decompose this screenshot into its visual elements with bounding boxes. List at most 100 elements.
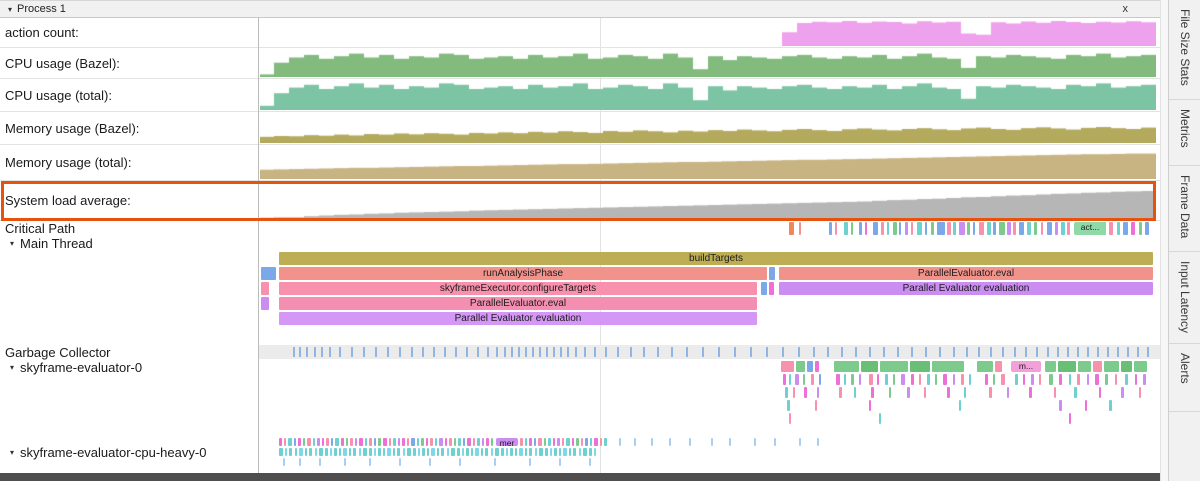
gc-tick[interactable] [657, 347, 659, 357]
gc-tick[interactable] [605, 347, 607, 357]
trace-segment[interactable] [389, 438, 391, 446]
trace-segment[interactable] [619, 438, 621, 446]
trace-segment[interactable] [835, 222, 837, 235]
trace-segment[interactable] [559, 458, 561, 466]
trace-segment[interactable] [1123, 222, 1128, 235]
trace-segment[interactable] [495, 448, 499, 456]
trace-segment[interactable] [475, 448, 479, 456]
trace-segment[interactable] [261, 267, 276, 280]
trace-segment[interactable] [889, 387, 891, 398]
close-button[interactable]: x [1122, 3, 1129, 15]
trace-segment[interactable] [1131, 222, 1135, 235]
trace-segment[interactable] [529, 448, 532, 456]
trace-segment[interactable] [365, 438, 367, 446]
trace-segment[interactable] [289, 448, 292, 456]
trace-segment[interactable] [402, 438, 405, 446]
trace-segment[interactable] [261, 282, 269, 295]
trace-segment[interactable] [1027, 222, 1031, 235]
trace-segment[interactable] [932, 361, 964, 372]
trace-segment[interactable] [279, 448, 283, 456]
trace-segment[interactable] [829, 222, 832, 235]
trace-segment[interactable] [1117, 222, 1120, 235]
evaluator-row[interactable] [259, 386, 1160, 399]
gc-tick[interactable] [827, 347, 829, 357]
trace-segment[interactable] [1105, 374, 1108, 385]
trace-segment[interactable] [585, 438, 588, 446]
trace-segment[interactable] [979, 222, 984, 235]
trace-segment[interactable] [669, 438, 671, 446]
counter-chart[interactable] [258, 181, 1160, 220]
trace-segment[interactable] [1125, 374, 1128, 385]
trace-segment[interactable] [796, 361, 805, 372]
gc-tick[interactable] [1057, 347, 1059, 357]
mem-total-chart[interactable] [260, 146, 1156, 179]
trace-segment[interactable] [383, 438, 387, 446]
trace-segment[interactable] [789, 374, 791, 385]
trace-segment[interactable] [529, 438, 532, 446]
trace-segment[interactable] [303, 438, 305, 446]
trace-segment[interactable] [819, 374, 821, 385]
trace-segment[interactable] [1121, 387, 1124, 398]
counter-chart[interactable] [258, 145, 1160, 180]
trace-segment[interactable] [550, 448, 552, 456]
collapse-arrow-icon[interactable]: ▾ [10, 239, 15, 248]
trace-segment[interactable] [885, 374, 888, 385]
trace-segment[interactable] [1115, 374, 1117, 385]
trace-segment[interactable] [634, 438, 636, 446]
evaluator-row[interactable]: m... [259, 360, 1160, 373]
trace-segment[interactable] [1067, 222, 1070, 235]
trace-segment[interactable] [1061, 222, 1065, 235]
trace-segment[interactable] [1104, 361, 1119, 372]
trace-segment[interactable] [964, 387, 966, 398]
trace-segment[interactable] [573, 448, 576, 456]
trace-segment[interactable] [993, 222, 996, 235]
process-header[interactable]: ▾ Process 1 x [0, 0, 1160, 18]
tab-frame-data[interactable]: Frame Data [1169, 166, 1200, 252]
section-label-critical-path[interactable]: Critical Path [0, 221, 258, 236]
trace-segment[interactable] [553, 438, 555, 446]
gc-tick[interactable] [532, 347, 534, 357]
trace-segment[interactable] [343, 448, 347, 456]
trace-segment[interactable] [729, 438, 731, 446]
trace-segment[interactable] [411, 438, 415, 446]
gc-chart[interactable] [259, 345, 1160, 359]
trace-segment[interactable] [899, 222, 901, 235]
trace-segment[interactable] [535, 448, 537, 456]
gc-tick[interactable] [686, 347, 688, 357]
trace-segment[interactable] [525, 438, 527, 446]
gc-tick[interactable] [782, 347, 784, 357]
trace-segment[interactable] [1023, 374, 1025, 385]
trace-segment[interactable] [501, 448, 504, 456]
gc-tick[interactable] [1107, 347, 1109, 357]
collapse-arrow-icon[interactable]: ▾ [10, 448, 15, 457]
trace-segment[interactable] [873, 222, 878, 235]
trace-segment[interactable] [326, 438, 329, 446]
trace-segment[interactable] [931, 222, 934, 235]
trace-segment[interactable] [600, 438, 602, 446]
trace-segment[interactable] [844, 222, 848, 235]
trace-segment[interactable] [583, 448, 587, 456]
trace-segment[interactable] [445, 438, 447, 446]
trace-segment[interactable] [789, 222, 794, 235]
trace-segment[interactable] [563, 448, 567, 456]
evaluator-row[interactable] [259, 457, 1160, 467]
trace-segment[interactable] [305, 448, 307, 456]
gc-tick[interactable] [375, 347, 377, 357]
trace-segment[interactable] [953, 374, 955, 385]
trace-segment[interactable] [811, 374, 814, 385]
trace-segment[interactable] [594, 438, 598, 446]
trace-segment[interactable] [451, 448, 455, 456]
trace-segment[interactable] [1109, 222, 1113, 235]
trace-segment[interactable] [1031, 374, 1034, 385]
trace-segment[interactable] [413, 448, 416, 456]
trace-segment[interactable] [689, 438, 691, 446]
gc-tick[interactable] [718, 347, 720, 357]
trace-segment[interactable] [836, 374, 840, 385]
trace-segment[interactable] [334, 448, 337, 456]
trace-segment[interactable] [418, 448, 420, 456]
counter-chart[interactable] [258, 18, 1160, 47]
trace-segment[interactable] [299, 448, 303, 456]
trace-segment[interactable] [359, 438, 363, 446]
trace-segment[interactable] [566, 438, 570, 446]
trace-segment[interactable] [457, 448, 460, 456]
